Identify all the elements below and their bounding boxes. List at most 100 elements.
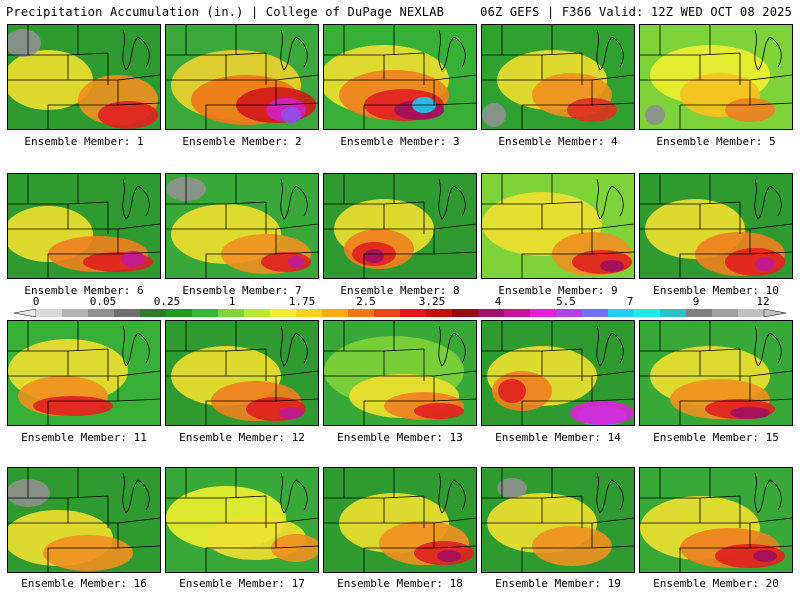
colorbar-tick-label: 4 — [494, 295, 502, 308]
colorbar-swatch — [608, 309, 635, 317]
colorbar-swatch — [686, 309, 713, 317]
precipitation-map — [482, 25, 634, 129]
ensemble-map-panel — [7, 320, 161, 426]
colorbar-swatch — [348, 309, 375, 317]
colorbar-tick-label: 0.25 — [153, 295, 181, 308]
precipitation-map — [166, 174, 318, 278]
precipitation-map — [166, 25, 318, 129]
precipitation-map — [324, 468, 476, 572]
colorbar-tick-label: 5.5 — [556, 295, 576, 308]
colorbar-swatch — [452, 309, 479, 317]
colorbar-swatch — [140, 309, 167, 317]
ensemble-map-panel — [7, 24, 161, 130]
ensemble-map-panel — [639, 467, 793, 573]
ensemble-map-panel — [481, 320, 635, 426]
colorbar-swatch — [88, 309, 115, 317]
map-title: Precipitation Accumulation (in.) | Colle… — [6, 5, 445, 19]
ensemble-map-panel — [323, 320, 477, 426]
colorbar-swatch — [244, 309, 271, 317]
colorbar-swatch — [374, 309, 401, 317]
colorbar-tick-label: 3.25 — [418, 295, 446, 308]
colorbar-swatch — [426, 309, 453, 317]
colorbar-tick-label: 0 — [32, 295, 40, 308]
colorbar-swatch — [582, 309, 609, 317]
colorbar-swatch — [62, 309, 89, 317]
ensemble-member-label: Ensemble Member: 2 — [182, 135, 302, 148]
colorbar-swatch — [296, 309, 323, 317]
ensemble-map-panel — [481, 173, 635, 279]
colorbar-swatch — [660, 309, 687, 317]
ensemble-member-label: Ensemble Member: 5 — [656, 135, 776, 148]
colorbar-swatch — [400, 309, 427, 317]
ensemble-member-label: Ensemble Member: 11 — [21, 431, 147, 444]
colorbar-swatch — [270, 309, 297, 317]
ensemble-member-label: Ensemble Member: 3 — [340, 135, 460, 148]
ensemble-member-label: Ensemble Member: 6 — [24, 284, 144, 297]
precipitation-map — [482, 321, 634, 425]
precipitation-map — [8, 174, 160, 278]
ensemble-member-label: Ensemble Member: 16 — [21, 577, 147, 590]
colorbar-swatch — [478, 309, 505, 317]
ensemble-member-label: Ensemble Member: 17 — [179, 577, 305, 590]
ensemble-map-panel — [481, 467, 635, 573]
colorbar-swatch — [712, 309, 739, 317]
ensemble-map-panel — [639, 320, 793, 426]
precipitation-map — [324, 174, 476, 278]
ensemble-map-panel — [165, 320, 319, 426]
colorbar-min-arrow — [14, 309, 37, 317]
colorbar-tick-label: 1.75 — [288, 295, 316, 308]
precipitation-map — [640, 25, 792, 129]
precipitation-map — [640, 468, 792, 572]
colorbar-tick-label: 0.05 — [89, 295, 117, 308]
ensemble-map-panel — [323, 24, 477, 130]
precipitation-map — [8, 468, 160, 572]
ensemble-member-label: Ensemble Member: 8 — [340, 284, 460, 297]
model-run-info: 06Z GEFS | F366 Valid: 12Z WED OCT 08 20… — [480, 5, 792, 19]
precipitation-map — [482, 468, 634, 572]
colorbar-swatch — [556, 309, 583, 317]
precipitation-colorbar — [14, 309, 786, 317]
ensemble-member-label: Ensemble Member: 13 — [337, 431, 463, 444]
precipitation-map — [166, 468, 318, 572]
colorbar-swatch — [114, 309, 141, 317]
ensemble-map-panel — [165, 467, 319, 573]
colorbar-tick-label: 7 — [626, 295, 634, 308]
precipitation-map — [8, 321, 160, 425]
colorbar-swatch — [504, 309, 531, 317]
colorbar-swatch — [634, 309, 661, 317]
ensemble-member-label: Ensemble Member: 12 — [179, 431, 305, 444]
colorbar-tick-label: 12 — [756, 295, 770, 308]
precipitation-map — [640, 174, 792, 278]
ensemble-member-label: Ensemble Member: 7 — [182, 284, 302, 297]
precipitation-map — [640, 321, 792, 425]
colorbar-swatch — [322, 309, 349, 317]
colorbar-swatch — [530, 309, 557, 317]
ensemble-map-panel — [639, 173, 793, 279]
precipitation-map — [8, 25, 160, 129]
colorbar-max-arrow — [763, 309, 786, 317]
precipitation-map — [482, 174, 634, 278]
ensemble-map-panel — [639, 24, 793, 130]
ensemble-map-panel — [7, 173, 161, 279]
ensemble-member-label: Ensemble Member: 1 — [24, 135, 144, 148]
ensemble-map-panel — [323, 467, 477, 573]
colorbar-tick-labels: 0 0.05 0.25 1 1.75 2.5 3.25 4 5.5 7 9 12 — [0, 296, 800, 309]
ensemble-map-panel — [165, 173, 319, 279]
colorbar-swatch — [738, 309, 765, 317]
ensemble-member-label: Ensemble Member: 15 — [653, 431, 779, 444]
colorbar-swatch — [218, 309, 245, 317]
colorbar-tick-label: 9 — [692, 295, 700, 308]
colorbar-swatch — [166, 309, 193, 317]
precipitation-map — [324, 321, 476, 425]
ensemble-member-label: Ensemble Member: 18 — [337, 577, 463, 590]
colorbar-swatch — [36, 309, 63, 317]
ensemble-member-label: Ensemble Member: 19 — [495, 577, 621, 590]
ensemble-map-panel — [165, 24, 319, 130]
ensemble-member-label: Ensemble Member: 20 — [653, 577, 779, 590]
ensemble-member-label: Ensemble Member: 14 — [495, 431, 621, 444]
ensemble-map-panel — [481, 24, 635, 130]
ensemble-map-panel — [7, 467, 161, 573]
ensemble-map-panel — [323, 173, 477, 279]
colorbar-tick-label: 2.5 — [356, 295, 376, 308]
ensemble-member-label: Ensemble Member: 9 — [498, 284, 618, 297]
